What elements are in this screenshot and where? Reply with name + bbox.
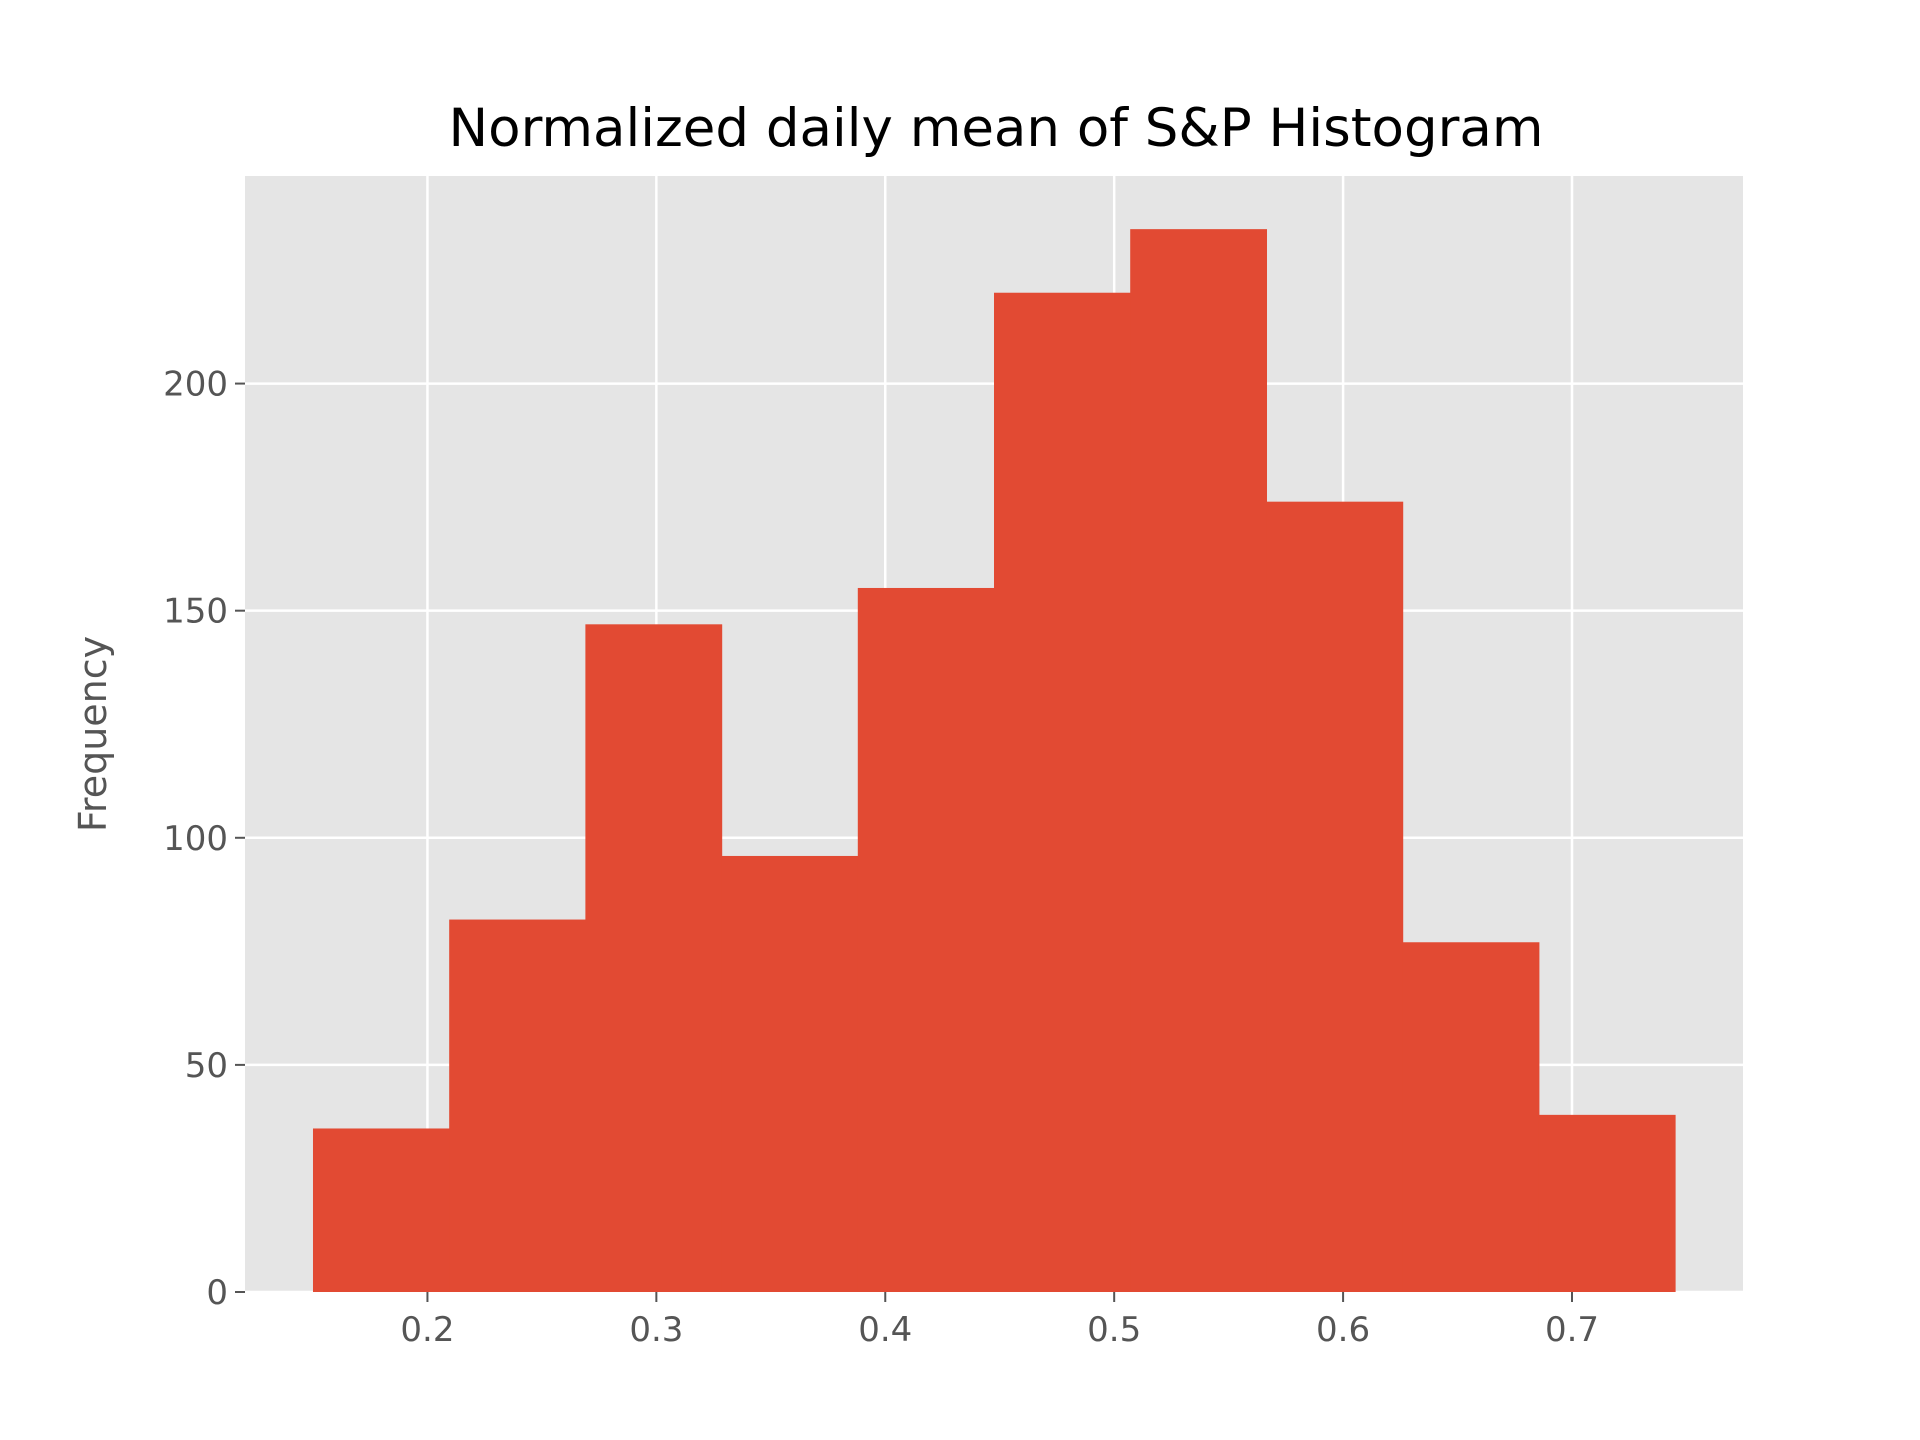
histogram-bar-7 [1266, 501, 1404, 1293]
y-axis-label: Frequency [71, 636, 115, 832]
y-tick-label-2: 100 [163, 819, 228, 859]
y-tick-label-3: 150 [163, 592, 228, 632]
x-tick-label-1: 0.3 [629, 1310, 683, 1350]
histogram-bar-1 [449, 919, 586, 1292]
x-tick-label-3: 0.5 [1087, 1310, 1141, 1350]
histogram-bar-0 [312, 1128, 450, 1292]
histogram-bar-6 [1130, 229, 1268, 1293]
histogram-bars [312, 229, 1676, 1293]
histogram-bar-8 [1402, 942, 1540, 1292]
x-tick-label-4: 0.6 [1316, 1310, 1370, 1350]
histogram-bar-4 [857, 587, 995, 1292]
x-tick-label-2: 0.4 [858, 1310, 912, 1350]
chart-title: Normalized daily mean of S&P Histogram [449, 98, 1544, 159]
histogram-bar-3 [721, 855, 859, 1292]
axis-ticks: 0.2 0.3 0.4 0.5 0.6 0.7 0 50 100 150 200 [163, 365, 1599, 1350]
histogram-bar-2 [585, 624, 723, 1292]
x-tick-label-5: 0.7 [1545, 1310, 1599, 1350]
histogram-bar-5 [994, 292, 1131, 1292]
y-tick-label-0: 0 [206, 1273, 228, 1313]
y-tick-label-4: 200 [163, 365, 228, 405]
x-tick-label-0: 0.2 [400, 1310, 454, 1350]
histogram-bar-9 [1538, 1114, 1676, 1292]
y-tick-label-1: 50 [185, 1046, 228, 1086]
